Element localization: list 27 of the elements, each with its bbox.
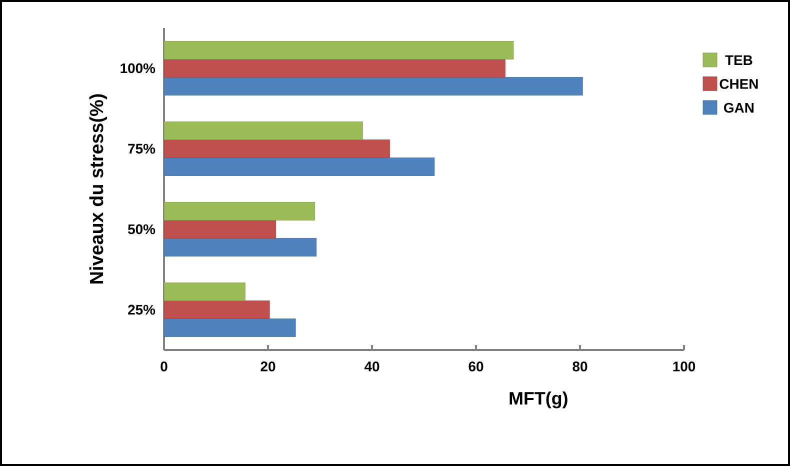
bar	[164, 158, 435, 176]
x-tick-label: 80	[572, 361, 588, 372]
y-tick-label: 25%	[128, 304, 156, 315]
bar	[164, 282, 246, 301]
y-tick-label: 75%	[128, 144, 156, 154]
bar	[164, 122, 363, 140]
bar	[164, 140, 390, 158]
bar	[164, 220, 276, 238]
x-tick-label: 60	[468, 361, 484, 372]
x-tick-label: 40	[364, 361, 380, 372]
legend-label: TEB	[725, 55, 752, 65]
y-tick-label: 100%	[120, 63, 156, 74]
x-axis-title: MFT(g)	[510, 392, 568, 408]
y-axis-title: Niveaux du stress(%)	[89, 94, 107, 284]
bar	[164, 300, 270, 319]
x-tick-label: 20	[260, 361, 276, 372]
bar	[164, 202, 316, 220]
x-tick-label: 0	[160, 361, 168, 372]
y-tick-label: 50%	[128, 224, 156, 234]
bar	[164, 41, 514, 60]
bar	[164, 59, 506, 78]
bar	[164, 318, 296, 337]
legend-label: CHEN	[720, 79, 758, 89]
bar	[164, 77, 583, 96]
x-tick-label: 100	[673, 361, 696, 372]
legend-label: GAN	[724, 102, 754, 113]
bar	[164, 238, 317, 256]
